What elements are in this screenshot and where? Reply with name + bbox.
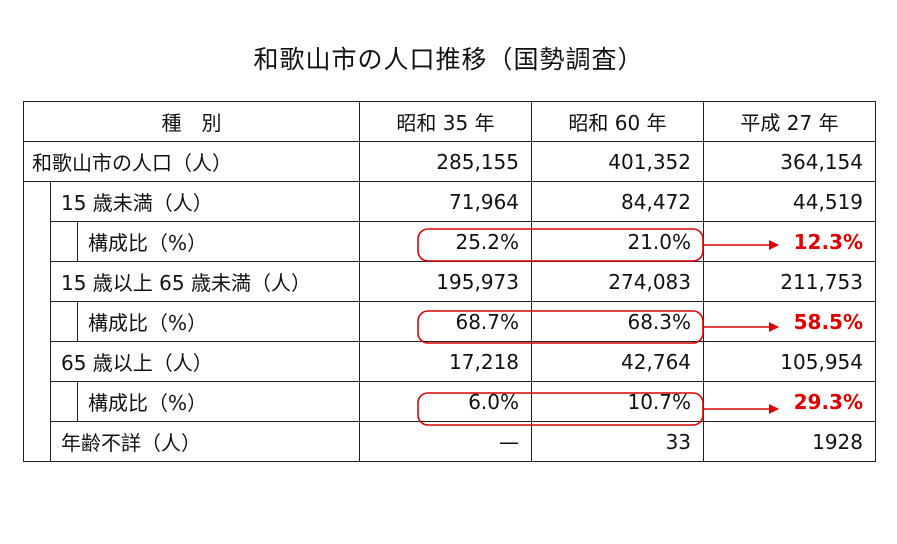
header-s60: 昭和 60 年 xyxy=(531,101,705,142)
cell-value: 33 xyxy=(531,421,705,462)
cell-value: 401,352 xyxy=(531,141,705,182)
cell-value: 105,954 xyxy=(703,341,877,382)
cell-value-highlight: 29.3% xyxy=(703,381,877,422)
cell-value: 364,154 xyxy=(703,141,877,182)
cell-value: 21.0% xyxy=(531,221,705,262)
table-row: 構成比（%） 6.0% 10.7% 29.3% xyxy=(23,381,877,422)
row-label-under15: 15 歳未満（人） xyxy=(49,181,361,222)
header-h27: 平成 27 年 xyxy=(703,101,877,142)
cell-value: 285,155 xyxy=(359,141,533,182)
table-row: 15 歳以上 65 歳未満（人） 195,973 274,083 211,753 xyxy=(23,261,877,302)
header-s35: 昭和 35 年 xyxy=(359,101,533,142)
row-label-ratio: 構成比（%） xyxy=(76,301,361,342)
cell-value: 84,472 xyxy=(531,181,705,222)
row-label-total: 和歌山市の人口（人） xyxy=(22,141,361,182)
indent-cell xyxy=(50,301,78,342)
header-category: 種 別 xyxy=(22,101,361,142)
indent-cell xyxy=(23,381,51,422)
cell-value: 68.3% xyxy=(531,301,705,342)
cell-value: 71,964 xyxy=(359,181,533,222)
indent-cell xyxy=(23,261,51,302)
cell-value: 274,083 xyxy=(531,261,705,302)
cell-value: 1928 xyxy=(703,421,877,462)
indent-cell xyxy=(50,221,78,262)
indent-cell xyxy=(23,181,51,222)
page-title: 和歌山市の人口推移（国勢調査） xyxy=(253,45,644,74)
row-label-over65: 65 歳以上（人） xyxy=(49,341,361,382)
cell-value-highlight: 12.3% xyxy=(703,221,877,262)
table-row: 65 歳以上（人） 17,218 42,764 105,954 xyxy=(23,341,877,382)
table-row: 構成比（%） 68.7% 68.3% 58.5% xyxy=(23,301,877,342)
indent-cell xyxy=(23,341,51,382)
table-row: 和歌山市の人口（人） 285,155 401,352 364,154 xyxy=(22,141,877,182)
cell-value: 211,753 xyxy=(703,261,877,302)
cell-value: 17,218 xyxy=(359,341,533,382)
cell-value: 68.7% xyxy=(359,301,533,342)
row-label-ratio: 構成比（%） xyxy=(76,221,361,262)
population-table-wrapper: 種 別 昭和 35 年 昭和 60 年 平成 27 年 和歌山市の人口（人） 2… xyxy=(22,101,877,472)
indent-cell xyxy=(50,381,78,422)
cell-value: — xyxy=(359,421,533,462)
cell-value: 42,764 xyxy=(531,341,705,382)
cell-value-highlight: 58.5% xyxy=(703,301,877,342)
indent-cell xyxy=(23,421,51,462)
table-row: 構成比（%） 25.2% 21.0% 12.3% xyxy=(23,221,877,262)
row-label-ratio: 構成比（%） xyxy=(76,381,361,422)
header-row: 種 別 昭和 35 年 昭和 60 年 平成 27 年 xyxy=(22,101,877,142)
row-label-mid: 15 歳以上 65 歳未満（人） xyxy=(49,261,361,302)
cell-value: 10.7% xyxy=(531,381,705,422)
population-table: 種 別 昭和 35 年 昭和 60 年 平成 27 年 和歌山市の人口（人） 2… xyxy=(22,101,877,462)
cell-value: 6.0% xyxy=(359,381,533,422)
cell-value: 25.2% xyxy=(359,221,533,262)
row-label-unknown: 年齢不詳（人） xyxy=(49,421,361,462)
cell-value: 195,973 xyxy=(359,261,533,302)
indent-cell xyxy=(23,221,51,262)
indent-cell xyxy=(23,301,51,342)
table-row: 年齢不詳（人） — 33 1928 xyxy=(23,421,877,462)
table-row: 15 歳未満（人） 71,964 84,472 44,519 xyxy=(23,181,877,222)
cell-value: 44,519 xyxy=(703,181,877,222)
